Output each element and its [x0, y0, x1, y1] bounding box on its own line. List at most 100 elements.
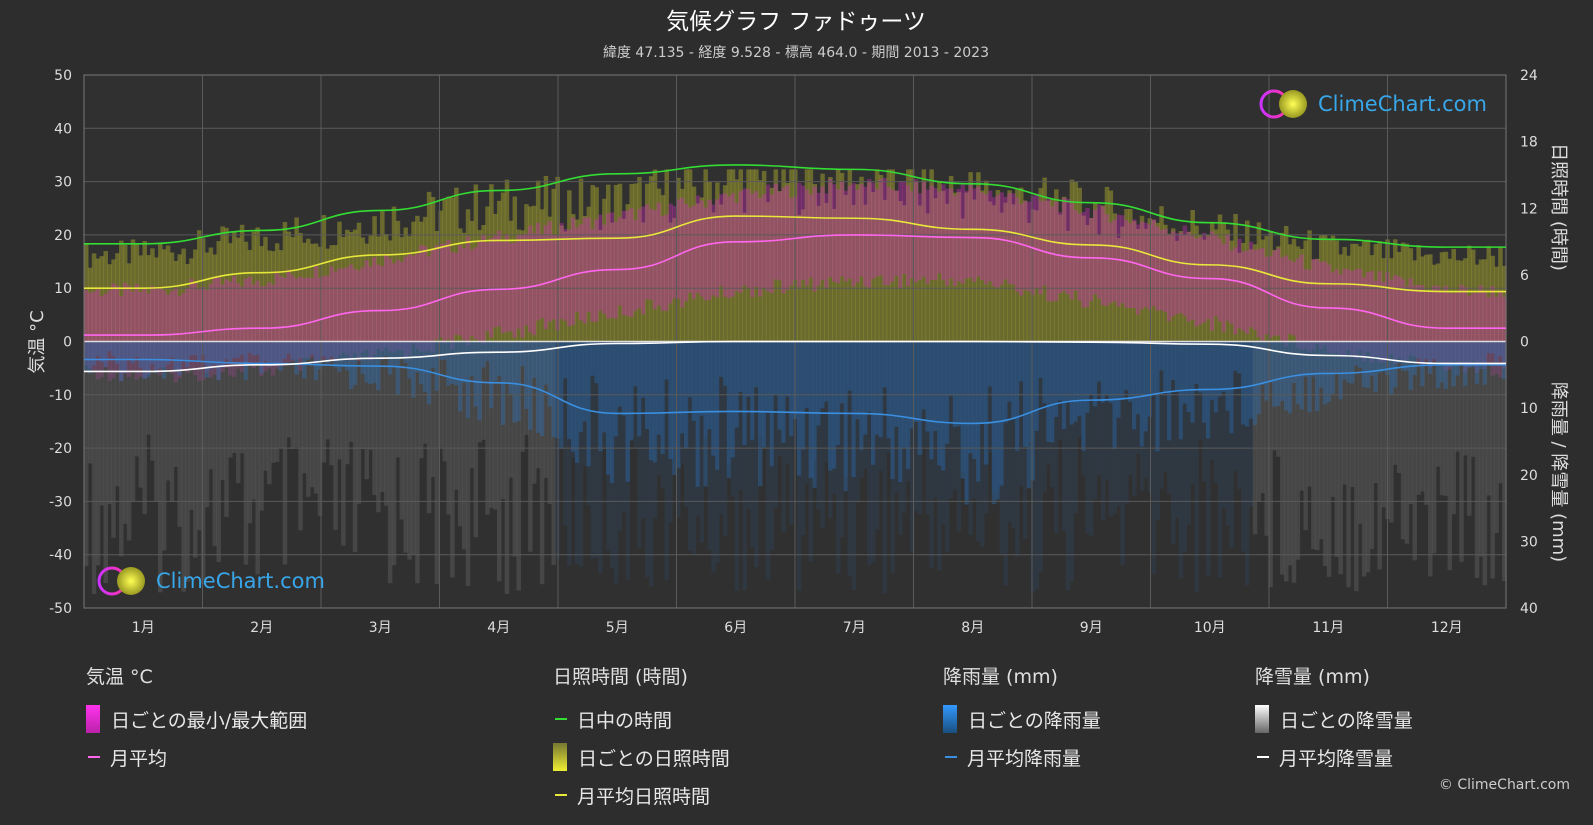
precip-daily-bar — [1050, 341, 1055, 488]
precip-daily-bar — [1209, 341, 1215, 460]
rain-daily-bar — [1019, 341, 1024, 382]
temp-range-daily-bar — [1350, 271, 1355, 357]
rain-daily-bar — [1280, 341, 1285, 401]
temp-range-daily-bar — [1307, 269, 1312, 352]
rain-daily-bar — [528, 341, 533, 430]
sunshine-daily-bar — [1354, 243, 1359, 342]
temp-range-daily-bar — [839, 180, 845, 277]
precip-daily-bar — [1486, 341, 1492, 496]
sunshine-daily-bar — [1303, 240, 1308, 342]
sunshine-daily-bar — [925, 213, 931, 342]
left-tick-label: 10 — [54, 281, 72, 297]
rain-daily-bar — [1307, 341, 1312, 412]
precip-daily-bar — [754, 341, 759, 568]
sunshine-daily-bar — [399, 237, 405, 342]
temp-range-daily-bar — [352, 269, 358, 353]
temp-range-daily-bar — [532, 233, 537, 336]
sunshine-daily-bar — [485, 206, 490, 342]
rain-daily-bar — [1311, 341, 1316, 377]
temp-range-daily-bar — [781, 187, 786, 294]
temp-range-daily-bar — [629, 208, 634, 317]
precip-daily-bar — [1202, 341, 1207, 482]
rain-daily-bar — [1439, 341, 1445, 383]
rain-daily-bar — [1474, 341, 1480, 384]
sunshine-daily-bar — [617, 183, 623, 342]
sunshine-daily-bar — [263, 236, 268, 342]
temp-range-daily-bar — [746, 189, 751, 289]
rain-daily-bar — [648, 341, 654, 461]
rain-daily-bar — [442, 341, 447, 360]
temp-range-daily-bar — [652, 210, 658, 310]
temp-range-daily-bar — [1128, 223, 1133, 309]
precip-daily-bar — [500, 341, 506, 499]
precip-daily-bar — [1019, 341, 1024, 487]
precip-daily-bar — [1241, 341, 1246, 552]
precip-daily-bar — [1174, 341, 1180, 518]
sunshine-daily-bar — [730, 169, 736, 342]
sunshine-daily-bar — [578, 178, 584, 342]
precip-daily-bar — [212, 341, 218, 546]
legend-item: 月平均降雨量 — [943, 738, 1101, 776]
temp-range-daily-bar — [216, 277, 221, 380]
rain-daily-bar — [516, 341, 521, 422]
rain-daily-bar — [204, 341, 210, 378]
rain-daily-bar — [1393, 341, 1398, 388]
rain-daily-bar — [1096, 341, 1102, 382]
temp-range-daily-bar — [1147, 224, 1153, 310]
temp-range-daily-bar — [158, 286, 163, 376]
precip-daily-bar — [282, 341, 288, 565]
precip-daily-bar — [1081, 341, 1086, 476]
rain-daily-bar — [1412, 341, 1417, 375]
rain-daily-bar — [754, 341, 759, 388]
precip-daily-bar — [107, 341, 112, 505]
precip-daily-bar — [422, 341, 428, 444]
temp-range-daily-bar — [645, 204, 650, 300]
temp-range-daily-bar — [200, 286, 206, 381]
rain-daily-bar — [473, 341, 479, 407]
temp-range-daily-bar — [87, 292, 93, 369]
rain-daily-bar — [115, 341, 120, 365]
precip-daily-bar — [750, 341, 755, 547]
rain-daily-bar — [274, 341, 280, 366]
temp-range-daily-bar — [341, 268, 346, 353]
rain-daily-bar — [1077, 341, 1082, 416]
rain-daily-bar — [1350, 341, 1355, 384]
rain-daily-bar — [1260, 341, 1266, 386]
precip-daily-bar — [512, 341, 518, 557]
sunshine-daily-bar — [1280, 232, 1285, 342]
sunshine-daily-bar — [781, 169, 786, 342]
temp-range-daily-bar — [1295, 258, 1301, 349]
precip-daily-bar — [1334, 341, 1340, 558]
rain-daily-bar — [617, 341, 623, 407]
rain-daily-bar — [757, 341, 763, 487]
temp-range-daily-bar — [130, 291, 136, 373]
rain-daily-bar — [656, 341, 662, 435]
sunshine-daily-bar — [609, 222, 615, 342]
sunshine-daily-bar — [859, 176, 864, 342]
temp-range-daily-bar — [847, 185, 853, 279]
sunshine-daily-bar — [313, 243, 319, 342]
temp-range-daily-bar — [1112, 219, 1118, 302]
rain-daily-bar — [84, 341, 89, 371]
temp-range-daily-bar — [1116, 214, 1121, 307]
rain-daily-bar — [1424, 341, 1429, 360]
precip-daily-bar — [520, 341, 525, 452]
sunshine-daily-bar — [469, 220, 475, 342]
sunshine-daily-bar — [680, 188, 685, 342]
temp-range-daily-bar — [757, 198, 763, 297]
sunshine-daily-bar — [1350, 243, 1355, 342]
sunshine-daily-bar — [870, 192, 876, 342]
temp-range-daily-bar — [1256, 249, 1262, 338]
sunshine-daily-bar — [586, 206, 592, 342]
rain-daily-bar — [1467, 341, 1472, 368]
rain-daily-bar — [1494, 341, 1499, 362]
sunshine-daily-bar — [1073, 181, 1079, 342]
sunshine-daily-bar — [1034, 210, 1040, 342]
precip-daily-bar — [956, 341, 962, 532]
precip-daily-bar — [1077, 341, 1082, 438]
legend-item: 月平均 — [86, 738, 307, 776]
chart-title: 気候グラフ ファドゥーツ — [666, 9, 926, 35]
precip-daily-bar — [399, 341, 405, 520]
temp-range-daily-bar — [769, 194, 775, 294]
sunshine-daily-bar — [1455, 260, 1460, 342]
